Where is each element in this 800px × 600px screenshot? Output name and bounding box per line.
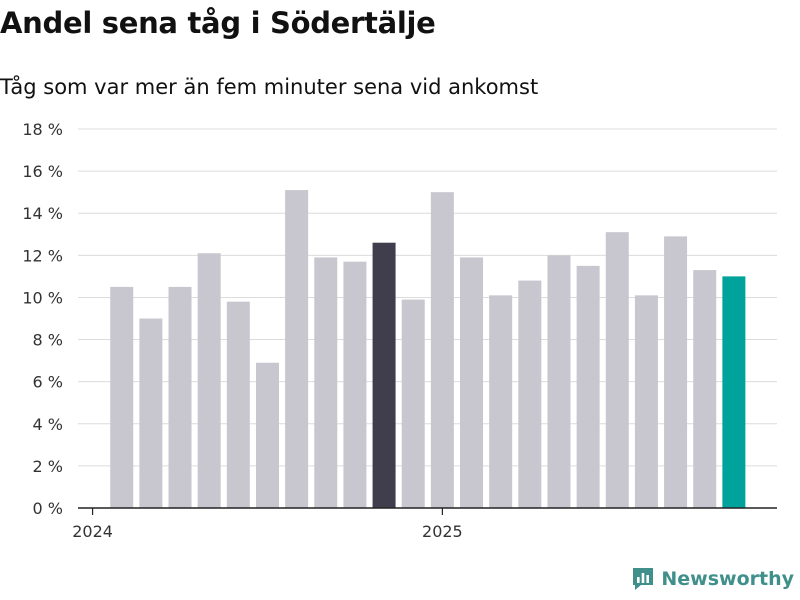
y-tick-label: 6 % <box>33 373 63 392</box>
y-axis-labels: 0 % 2 % 4 % 6 % 8 % 10 % 12 % 14 % 16 % 18 % <box>22 120 63 518</box>
bar-2024-10 <box>343 261 367 508</box>
bar-2024-04 <box>168 286 192 508</box>
x-tick-label: 2025 <box>422 522 463 541</box>
bar-2025-11 <box>722 276 746 508</box>
x-axis-ticks: 2024 2025 <box>72 508 463 541</box>
bar-2024-06 <box>226 301 250 508</box>
y-tick-label: 2 % <box>33 457 63 476</box>
bar-2024-07 <box>255 362 279 508</box>
bar-2024-12 <box>401 299 425 508</box>
grid-lines <box>78 128 777 467</box>
y-tick-label: 4 % <box>33 415 63 434</box>
bar-2025-09 <box>664 236 688 508</box>
x-tick-label: 2024 <box>72 522 113 541</box>
bar-2025-08 <box>634 295 658 508</box>
bar-2025-07 <box>605 232 629 508</box>
y-tick-label: 12 % <box>22 246 63 265</box>
bar-chart-logo-icon <box>633 568 654 590</box>
bar-2024-09 <box>314 257 338 508</box>
bar-2025-02 <box>460 257 484 508</box>
newsworthy-logo: Newsworthy <box>631 566 794 592</box>
bar-2024-03 <box>139 318 163 508</box>
bar-2025-01 <box>430 192 454 508</box>
chart-subtitle: Tåg som var mer än fem minuter sena vid … <box>0 75 539 99</box>
bar-2025-04 <box>518 280 542 508</box>
bar-2025-05 <box>547 255 571 508</box>
bar-2024-05 <box>197 253 221 508</box>
brand-name: Newsworthy <box>661 568 794 590</box>
bars <box>110 190 746 509</box>
bar-2024-11 <box>372 242 396 508</box>
y-tick-label: 10 % <box>22 288 63 307</box>
y-tick-label: 16 % <box>22 162 63 181</box>
chart-title: Andel sena tåg i Södertälje <box>0 6 436 40</box>
y-tick-label: 0 % <box>33 499 63 518</box>
bar-2025-03 <box>489 295 513 508</box>
bar-2025-06 <box>576 265 600 508</box>
bar-2024-08 <box>285 190 309 509</box>
bar-2024-02 <box>110 286 134 508</box>
y-tick-label: 14 % <box>22 204 63 223</box>
bar-2025-10 <box>693 270 717 508</box>
y-tick-label: 8 % <box>33 331 63 350</box>
y-tick-label: 18 % <box>22 120 63 139</box>
